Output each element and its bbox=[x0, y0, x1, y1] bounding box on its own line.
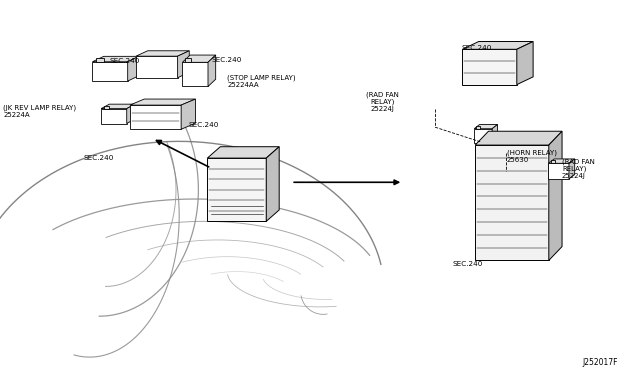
Polygon shape bbox=[463, 42, 533, 49]
Polygon shape bbox=[266, 147, 279, 221]
Polygon shape bbox=[207, 158, 266, 221]
Polygon shape bbox=[130, 99, 195, 105]
Polygon shape bbox=[104, 106, 109, 109]
Polygon shape bbox=[463, 49, 517, 84]
Polygon shape bbox=[569, 159, 575, 179]
Text: SEC.240: SEC.240 bbox=[211, 57, 241, 63]
Text: SEC.240: SEC.240 bbox=[83, 155, 113, 161]
Polygon shape bbox=[92, 62, 128, 81]
Polygon shape bbox=[177, 51, 189, 78]
Text: (STOP LAMP RELAY)
25224AA: (STOP LAMP RELAY) 25224AA bbox=[227, 74, 296, 88]
Text: SEC.240: SEC.240 bbox=[109, 58, 140, 64]
Polygon shape bbox=[136, 56, 177, 78]
Text: (RAD FAN
RELAY)
25224J: (RAD FAN RELAY) 25224J bbox=[366, 91, 399, 112]
Polygon shape bbox=[101, 104, 135, 109]
Polygon shape bbox=[185, 58, 191, 62]
Text: SEC.240: SEC.240 bbox=[461, 45, 492, 51]
Polygon shape bbox=[92, 56, 139, 62]
Polygon shape bbox=[127, 104, 135, 124]
Text: SEC.240: SEC.240 bbox=[452, 261, 483, 267]
Polygon shape bbox=[550, 160, 555, 163]
Polygon shape bbox=[476, 131, 562, 145]
Polygon shape bbox=[128, 56, 139, 81]
Polygon shape bbox=[548, 163, 569, 179]
Polygon shape bbox=[208, 55, 216, 86]
Text: SEC.240: SEC.240 bbox=[189, 122, 219, 128]
Polygon shape bbox=[130, 105, 181, 129]
Polygon shape bbox=[101, 109, 127, 124]
Text: (JK REV LAMP RELAY)
25224A: (JK REV LAMP RELAY) 25224A bbox=[3, 104, 76, 118]
Polygon shape bbox=[181, 99, 195, 129]
Polygon shape bbox=[492, 125, 497, 143]
Polygon shape bbox=[182, 55, 216, 62]
Polygon shape bbox=[182, 62, 208, 86]
Polygon shape bbox=[136, 51, 189, 56]
Polygon shape bbox=[548, 159, 575, 163]
Polygon shape bbox=[517, 42, 533, 84]
Polygon shape bbox=[474, 129, 492, 143]
Polygon shape bbox=[474, 125, 497, 129]
Polygon shape bbox=[549, 131, 562, 260]
Polygon shape bbox=[207, 147, 279, 158]
Text: (RAD FAN
RELAY)
25224J: (RAD FAN RELAY) 25224J bbox=[562, 158, 595, 179]
Polygon shape bbox=[476, 145, 549, 260]
Text: J252017F: J252017F bbox=[582, 358, 618, 367]
Polygon shape bbox=[96, 58, 104, 62]
Polygon shape bbox=[476, 126, 480, 129]
Text: (HORN RELAY)
25630: (HORN RELAY) 25630 bbox=[507, 150, 557, 163]
